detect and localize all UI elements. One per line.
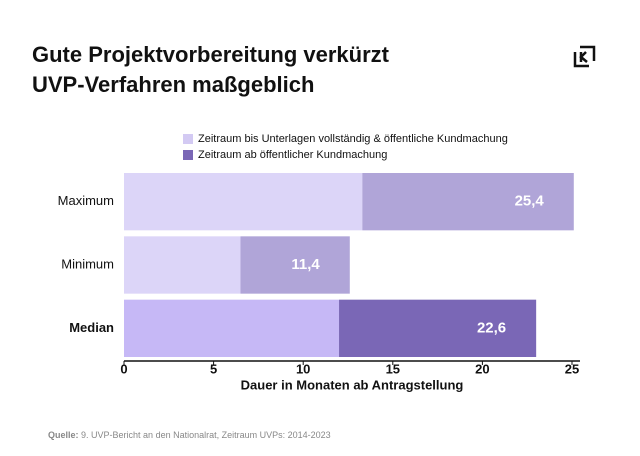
bar-segment bbox=[124, 173, 363, 231]
chart-title: UVP-Verfahren maßgeblich bbox=[32, 72, 314, 97]
bar-segment bbox=[124, 299, 340, 357]
x-tick-label: 25 bbox=[565, 361, 579, 376]
source-label: Quelle: bbox=[48, 430, 79, 440]
bar-segment bbox=[339, 299, 537, 357]
x-tick-label: 10 bbox=[296, 361, 310, 376]
bar-segment bbox=[240, 236, 350, 294]
x-axis-title: Dauer in Monaten ab Antragstellung bbox=[241, 377, 464, 392]
legend-label: Zeitraum bis Unterlagen vollständig & öf… bbox=[198, 133, 508, 145]
legend-label: Zeitraum ab öffentlicher Kundmachung bbox=[198, 149, 387, 161]
logo bbox=[573, 45, 596, 68]
y-tick-label: Maximum bbox=[58, 193, 114, 208]
total-label: 22,6 bbox=[477, 319, 506, 336]
legend-swatch bbox=[183, 150, 193, 160]
y-tick-label: Minimum bbox=[61, 256, 114, 271]
bar-segment bbox=[124, 236, 241, 294]
x-tick-label: 0 bbox=[120, 361, 127, 376]
x-tick-label: 5 bbox=[210, 361, 217, 376]
x-tick-label: 15 bbox=[386, 361, 400, 376]
source: Quelle: 9. UVP-Bericht an den Nationalra… bbox=[48, 430, 331, 440]
total-label: 11,4 bbox=[291, 256, 320, 273]
bar-segment bbox=[362, 173, 574, 231]
y-tick-label: Median bbox=[69, 320, 114, 335]
chart-title: Gute Projektvorbereitung verkürzt bbox=[32, 42, 390, 67]
legend-swatch bbox=[183, 134, 193, 144]
source-text: 9. UVP-Bericht an den Nationalrat, Zeitr… bbox=[81, 430, 331, 440]
total-label: 25,4 bbox=[515, 193, 545, 210]
x-tick-label: 20 bbox=[475, 361, 489, 376]
